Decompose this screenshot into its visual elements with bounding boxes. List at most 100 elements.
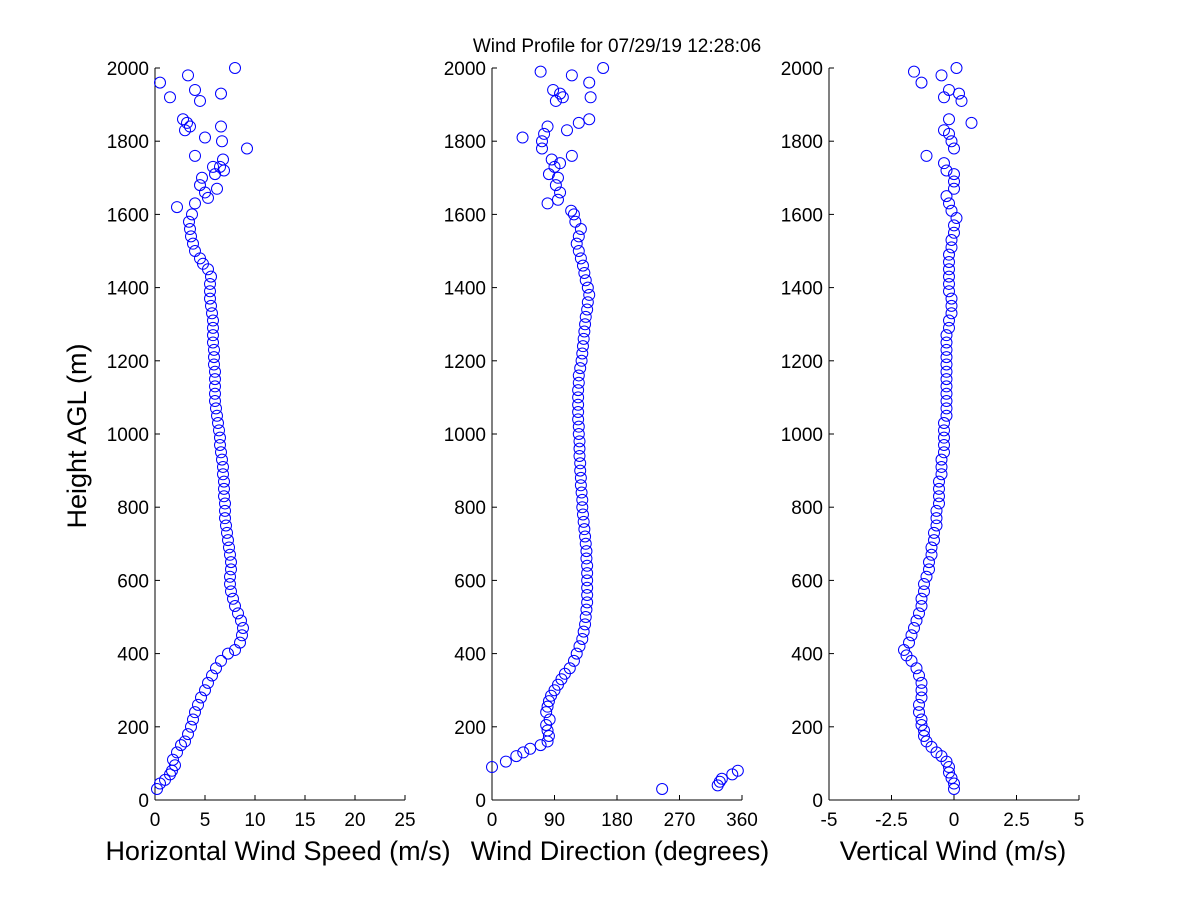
data-point	[938, 424, 950, 437]
data-point	[938, 91, 950, 104]
data-point	[204, 277, 216, 290]
data-point	[918, 729, 930, 742]
data-point	[913, 669, 925, 682]
data-point	[573, 442, 586, 455]
data-point	[943, 321, 955, 334]
data-point	[935, 468, 948, 481]
data-point	[572, 369, 585, 382]
x-tick-label: 360	[726, 810, 758, 831]
data-point	[167, 753, 179, 766]
data-point	[656, 783, 669, 796]
data-point	[171, 746, 183, 759]
data-point	[574, 479, 587, 492]
data-point	[235, 614, 247, 627]
data-point	[715, 772, 728, 785]
y-tick-label: 1600	[107, 205, 149, 226]
x-tick-label: 0	[150, 810, 161, 831]
data-point	[215, 120, 227, 133]
data-point	[510, 750, 523, 763]
data-point	[933, 482, 945, 495]
data-point	[905, 629, 918, 642]
data-point	[945, 299, 958, 312]
data-point	[580, 545, 593, 558]
data-point	[547, 83, 560, 96]
data-point	[218, 490, 230, 503]
data-point	[945, 292, 958, 305]
data-point	[930, 512, 943, 525]
y-tick-label: 1000	[444, 425, 486, 446]
data-point	[943, 314, 955, 327]
y-tick-label: 200	[791, 718, 823, 739]
data-point	[186, 208, 198, 221]
data-point	[541, 120, 554, 133]
data-point	[943, 766, 955, 779]
data-point	[241, 142, 253, 155]
data-point	[217, 153, 229, 166]
data-point	[213, 424, 225, 437]
data-point	[486, 761, 498, 774]
data-point	[948, 168, 960, 181]
data-point	[910, 614, 923, 627]
data-point	[207, 314, 219, 327]
y-tick-label: 400	[117, 645, 149, 666]
x-axis-label-vertical-wind: Vertical Wind (m/s)	[840, 836, 1067, 866]
data-point	[578, 266, 591, 279]
data-point	[572, 376, 585, 389]
data-point	[187, 237, 199, 250]
data-point	[225, 556, 237, 569]
data-point	[219, 504, 231, 517]
data-point	[216, 453, 228, 466]
data-point	[209, 395, 221, 408]
data-point	[224, 578, 236, 591]
data-point	[573, 640, 586, 653]
data-point	[576, 508, 589, 521]
data-point	[565, 204, 578, 217]
data-point	[208, 351, 220, 364]
y-tick-label: 800	[454, 498, 486, 519]
data-point	[576, 347, 589, 360]
y-tick-label: 200	[117, 718, 149, 739]
data-point	[209, 387, 221, 400]
data-point	[225, 563, 237, 576]
panel-vertical-wind: 0 200 400 600 800 1000 1200 1400 1600 1800 2000 -5 -…	[781, 59, 1085, 866]
data-point	[933, 490, 945, 503]
data-point	[576, 259, 589, 272]
data-point	[940, 329, 953, 342]
data-point	[577, 332, 590, 345]
x-tick-label: 270	[664, 810, 696, 831]
data-point	[524, 742, 537, 755]
data-point	[181, 116, 193, 129]
data-point	[928, 534, 940, 547]
data-point	[948, 783, 960, 796]
data-point	[940, 365, 953, 378]
data-point	[540, 706, 553, 719]
data-point	[536, 135, 548, 148]
data-point	[182, 728, 194, 741]
y-tick-label: 1800	[107, 132, 149, 153]
data-point	[563, 662, 576, 675]
data-point	[222, 647, 234, 660]
x-tick-label: 10	[244, 810, 265, 831]
data-point	[194, 94, 206, 107]
data-point	[572, 428, 585, 440]
x-tick-label: 15	[294, 810, 315, 831]
x-tick-label: -2.5	[875, 810, 908, 831]
y-tick-label: 400	[791, 645, 823, 666]
data-point	[221, 526, 233, 539]
y-tick-label: 800	[791, 498, 823, 519]
data-point	[197, 257, 209, 270]
data-point	[232, 607, 244, 620]
data-point	[207, 329, 219, 342]
x-tick-label: 0	[487, 810, 498, 831]
data-point	[940, 380, 953, 393]
data-point	[940, 409, 953, 422]
data-point	[177, 113, 189, 126]
data-point	[217, 468, 229, 481]
data-point	[516, 131, 529, 144]
data-point	[204, 285, 216, 298]
data-point	[192, 698, 204, 711]
data-point	[551, 193, 564, 206]
data-point	[948, 219, 960, 232]
data-point	[208, 358, 220, 371]
data-point	[943, 197, 955, 210]
